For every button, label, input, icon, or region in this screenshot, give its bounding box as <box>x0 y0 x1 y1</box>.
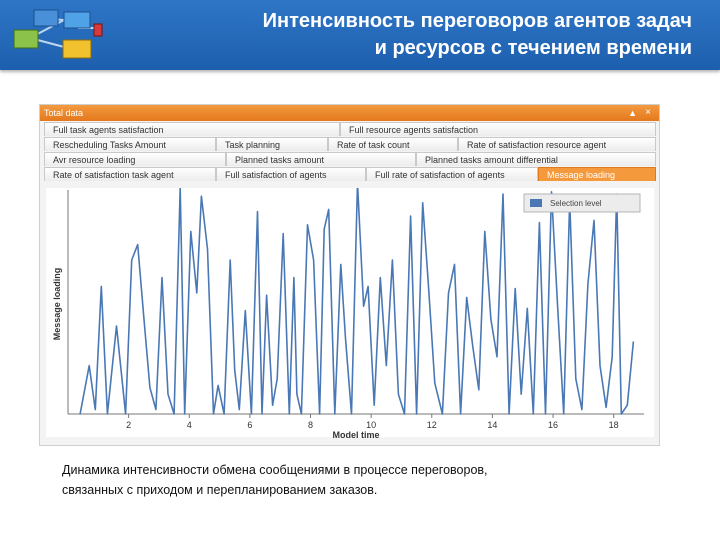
x-tick-label: 14 <box>487 420 497 430</box>
x-tick-label: 18 <box>609 420 619 430</box>
tab-full-resource-agents-satisfaction[interactable]: Full resource agents satisfaction <box>340 122 656 136</box>
tab-avr-resource-loading[interactable]: Avr resource loading <box>44 152 226 166</box>
message-loading-chart: 2 4 6 8 10 12 14 16 18 Model time Message loading S… <box>52 188 644 438</box>
caption-line2: связанных с приходом и перепланированием… <box>62 483 378 497</box>
legend-swatch <box>530 199 542 207</box>
x-tick-label: 10 <box>366 420 376 430</box>
tab-message-loading[interactable]: Message loading <box>538 167 656 181</box>
page-title-line1: Интенсивность переговоров агентов задач <box>262 10 692 32</box>
x-tick-label: 4 <box>187 420 192 430</box>
close-icon[interactable]: × <box>645 107 651 118</box>
header-bar: Интенсивность переговоров агентов задач … <box>0 0 720 70</box>
x-tick-label: 12 <box>427 420 437 430</box>
pin-icon[interactable]: ▲ <box>628 108 637 118</box>
legend-label: Selection level <box>550 199 602 208</box>
tab-planned-tasks-amount-differential[interactable]: Planned tasks amount differential <box>416 152 656 166</box>
series-line-selection-level <box>79 188 635 415</box>
x-tick-label: 16 <box>548 420 558 430</box>
page-title-line2: и ресурсов с течением времени <box>374 37 692 59</box>
figure-caption: Динамика интенсивности обмена сообщениям… <box>62 460 662 500</box>
x-tick-label: 8 <box>308 420 313 430</box>
window-title-bar: Total data ▲ × <box>40 105 659 121</box>
y-axis-label: Message loading <box>52 268 62 341</box>
tab-rate-of-satisfaction-task-agent[interactable]: Rate of satisfaction task agent <box>44 167 216 181</box>
network-logo-icon <box>13 9 103 59</box>
tab-rescheduling-tasks-amount[interactable]: Rescheduling Tasks Amount <box>44 137 216 151</box>
x-tick-label: 2 <box>126 420 131 430</box>
page-title: Интенсивность переговоров агентов задач … <box>172 8 692 62</box>
window-title: Total data <box>44 108 84 118</box>
tab-planned-tasks-amount[interactable]: Planned tasks amount <box>226 152 416 166</box>
tab-full-task-agents-satisfaction[interactable]: Full task agents satisfaction <box>44 122 340 136</box>
caption-line1: Динамика интенсивности обмена сообщениям… <box>62 463 488 477</box>
tab-rate-of-satisfaction-resource-agent[interactable]: Rate of satisfaction resource agent <box>458 137 656 151</box>
tab-rate-of-task-count[interactable]: Rate of task count <box>328 137 458 151</box>
legend-box <box>523 193 641 213</box>
tab-task-planning[interactable]: Task planning <box>216 137 328 151</box>
x-tick-label: 6 <box>247 420 252 430</box>
tab-full-rate-of-satisfaction-of-agents[interactable]: Full rate of satisfaction of agents <box>366 167 538 181</box>
x-axis-label: Model time <box>332 430 379 438</box>
tab-full-satisfaction-of-agents[interactable]: Full satisfaction of agents <box>216 167 366 181</box>
